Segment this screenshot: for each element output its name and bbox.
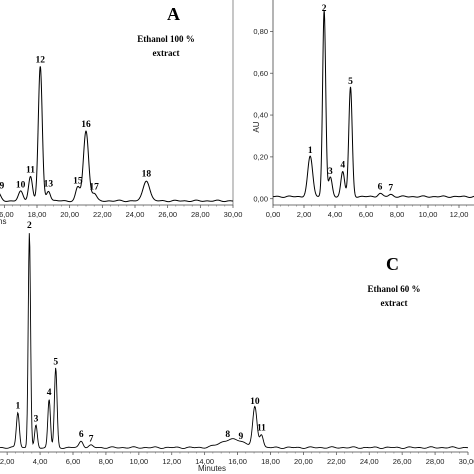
x-tick-label: 24,00 [126, 210, 145, 219]
y-tick-label: 0,60 [253, 69, 268, 78]
peak-label: 10 [250, 397, 260, 407]
peak-label: 13 [44, 180, 54, 190]
panel-c: 2,00 4,00 6,00 8,00 10,00 12,00 14,00 16,00 18,0… [0, 221, 474, 473]
x-tick-label: 12,00 [450, 210, 469, 219]
peak-label: 11 [26, 165, 35, 175]
chromatogram-trace [0, 66, 233, 203]
x-tick-label: 14,00 [195, 457, 214, 466]
chromatogram-trace [0, 233, 468, 449]
x-tick-label: 6,00 [66, 457, 81, 466]
x-tick-label: 16,00 [0, 210, 14, 219]
peak-label: 18 [142, 169, 152, 179]
y-tick-label: 0,40 [253, 111, 268, 120]
peak-label: 17 [89, 183, 99, 193]
x-tick-label: 8,00 [390, 210, 405, 219]
x-tick-label: 30,00 [224, 210, 243, 219]
panel-a: 16,00 18,00 20,00 22,00 24,00 26,00 28,00 30,00… [0, 0, 242, 226]
x-tick-label: 22,00 [327, 457, 346, 466]
x-tick-label: 4,00 [328, 210, 343, 219]
peak-label: 10 [16, 181, 26, 191]
peak-label: 9 [0, 182, 4, 192]
x-tick-label: 20,00 [294, 457, 313, 466]
x-tick-label: 2,00 [0, 457, 14, 466]
x-tick-label: 18,00 [261, 457, 280, 466]
peak-label: 5 [53, 357, 58, 367]
x-tick-label: 10,00 [419, 210, 438, 219]
extract-note: extract [381, 298, 408, 308]
x-tick-label: 22,00 [93, 210, 112, 219]
x-axis-label: ns [0, 217, 6, 226]
axes: 2,00 4,00 6,00 8,00 10,00 12,00 14,00 16,00 18,0… [0, 451, 474, 466]
extract-note: Ethanol 100 % [137, 34, 195, 44]
peak-label: 5 [348, 77, 353, 87]
peak-label: 4 [47, 388, 52, 398]
x-tick-label: 26,00 [393, 457, 412, 466]
peak-label: 3 [328, 167, 333, 177]
peak-label: 7 [89, 434, 94, 444]
extract-note: Ethanol 60 % [367, 284, 420, 294]
peak-label: 2 [322, 4, 327, 14]
panel-b: 0,00 2,00 4,00 6,00 8,00 10,00 12,00 0,00 0,20 0,… [252, 0, 474, 219]
extract-note: extract [153, 48, 180, 58]
x-tick-label: 28,00 [426, 457, 445, 466]
x-tick-label: 26,00 [158, 210, 177, 219]
peak-label: 3 [34, 415, 39, 425]
axes: 0,00 2,00 4,00 6,00 8,00 10,00 12,00 0,00 0,20 0,… [253, 0, 474, 219]
peak-label: 1 [308, 146, 313, 156]
peak-label: 4 [340, 161, 345, 171]
chromatogram-trace [273, 10, 474, 198]
x-tick-label: 8,00 [99, 457, 114, 466]
x-tick-label: 2,00 [297, 210, 312, 219]
peak-label: 1 [15, 401, 20, 411]
panel-letter: C [386, 254, 399, 274]
panel-letter: A [167, 4, 180, 24]
peak-label: 6 [378, 182, 383, 192]
peak-label: 12 [36, 56, 46, 66]
x-tick-label: 18,00 [28, 210, 47, 219]
peak-label: 2 [27, 221, 32, 231]
y-tick-label: 0,00 [253, 194, 268, 203]
x-tick-label: 20,00 [60, 210, 79, 219]
peak-label: 15 [73, 177, 83, 187]
peak-label: 11 [257, 423, 266, 433]
x-tick-label: 12,00 [162, 457, 181, 466]
peak-label: 8 [225, 430, 230, 440]
x-tick-label: 10,00 [129, 457, 148, 466]
x-tick-label: 16,00 [228, 457, 247, 466]
peak-label: 16 [81, 120, 91, 130]
x-tick-label: 30,00 [459, 457, 474, 466]
x-tick-label: 0,00 [266, 210, 281, 219]
peak-label: 7 [388, 184, 393, 194]
y-tick-label: 0,80 [253, 27, 268, 36]
x-tick-label: 28,00 [191, 210, 210, 219]
axes: 16,00 18,00 20,00 22,00 24,00 26,00 28,00 30,00 [0, 0, 242, 219]
x-axis-label: Minutes [198, 464, 226, 473]
x-tick-label: 4,00 [33, 457, 48, 466]
x-tick-label: 24,00 [360, 457, 379, 466]
y-axis-label: AU [252, 121, 261, 132]
y-tick-label: 0,20 [253, 152, 268, 161]
x-tick-label: 6,00 [359, 210, 374, 219]
peak-label: 9 [239, 432, 244, 442]
peak-label: 6 [79, 430, 84, 440]
